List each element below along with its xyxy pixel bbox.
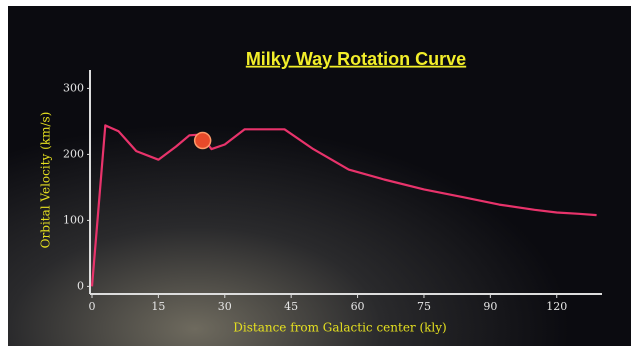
x-tick-label: 30: [218, 300, 232, 313]
x-axis-label: Distance from Galactic center (kly): [233, 321, 446, 335]
y-tick-label: 100: [63, 213, 84, 226]
x-tick-label: 75: [417, 300, 431, 313]
y-tick-label: 200: [63, 147, 84, 160]
sun-marker: [193, 131, 212, 150]
x-tick-label: 90: [483, 300, 497, 313]
chart-title: Milky Way Rotation Curve: [246, 49, 466, 69]
y-tick-label: 0: [77, 279, 84, 292]
y-tick-label: 300: [63, 81, 84, 94]
x-tick-label: 0: [89, 300, 96, 313]
x-tick-label: 60: [351, 300, 365, 313]
background: [8, 6, 631, 346]
x-tick-label: 45: [284, 300, 298, 313]
x-tick-label: 120: [546, 300, 567, 313]
line: [90, 124, 597, 287]
y-axis-label: Orbital Velocity (km/s): [39, 112, 53, 249]
x-tick-label: 15: [151, 300, 165, 313]
